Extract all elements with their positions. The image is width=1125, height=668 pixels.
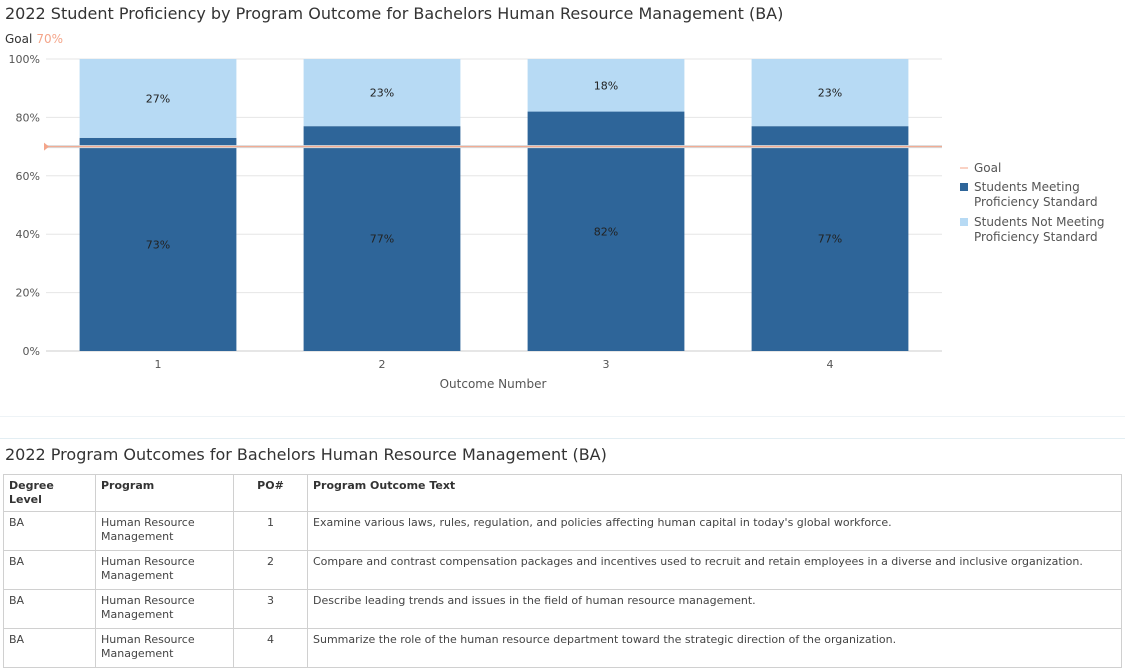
- table-row: BA Human Resource Management 4 Summarize…: [3, 628, 1122, 668]
- cell-outcome-text: Compare and contrast compensation packag…: [307, 550, 1122, 590]
- cell-outcome-text: Describe leading trends and issues in th…: [307, 589, 1122, 629]
- header-po-number: PO#: [233, 474, 308, 512]
- bar-meeting: [751, 126, 909, 351]
- y-tick-label: 60%: [16, 170, 40, 183]
- cell-program: Human Resource Management: [95, 628, 234, 668]
- bar-not-meeting: [527, 59, 685, 112]
- goal-caption-label: Goal: [5, 32, 33, 46]
- table-row: BA Human Resource Management 1 Examine v…: [3, 511, 1122, 551]
- header-program: Program: [95, 474, 234, 512]
- bar-meeting: [79, 137, 237, 351]
- legend-not-meeting-swatch: [960, 218, 968, 226]
- cell-po-number: 4: [233, 628, 308, 668]
- section-divider: [0, 416, 1125, 417]
- table-row: BA Human Resource Management 3 Describe …: [3, 589, 1122, 629]
- cell-program: Human Resource Management: [95, 589, 234, 629]
- x-axis-label: Outcome Number: [440, 377, 547, 391]
- cell-program: Human Resource Management: [95, 550, 234, 590]
- cell-po-number: 1: [233, 511, 308, 551]
- table-row: BA Human Resource Management 2 Compare a…: [3, 550, 1122, 590]
- y-tick-label: 0%: [23, 345, 40, 358]
- goal-caption-value: 70%: [36, 32, 63, 46]
- x-tick-label: 3: [603, 358, 610, 371]
- x-tick-label: 2: [379, 358, 386, 371]
- bar-not-meeting: [303, 59, 461, 127]
- cell-outcome-text: Summarize the role of the human resource…: [307, 628, 1122, 668]
- y-tick-label: 80%: [16, 111, 40, 124]
- cell-po-number: 2: [233, 550, 308, 590]
- goal-marker: [44, 142, 49, 151]
- header-degree-level: Degree Level: [3, 474, 96, 512]
- bar-meeting: [527, 111, 685, 351]
- cell-degree-level: BA: [3, 589, 96, 629]
- header-outcome-text: Program Outcome Text: [307, 474, 1122, 512]
- legend-goal-label: Goal: [974, 161, 1001, 175]
- legend-not-meeting-label: Students Not Meeting Proficiency Standard: [974, 215, 1105, 244]
- bar-not-meeting: [79, 59, 237, 138]
- data-label: 27%: [146, 92, 170, 105]
- section-divider: [0, 438, 1125, 439]
- cell-po-number: 3: [233, 589, 308, 629]
- legend-meeting-label: Students Meeting Proficiency Standard: [974, 180, 1098, 209]
- y-tick-label: 20%: [16, 287, 40, 300]
- data-label: 23%: [818, 87, 842, 100]
- goal-caption: Goal 70%: [5, 32, 63, 46]
- cell-degree-level: BA: [3, 550, 96, 590]
- chart-title: 2022 Student Proficiency by Program Outc…: [5, 4, 784, 23]
- cell-degree-level: BA: [3, 511, 96, 551]
- data-label: 77%: [818, 233, 842, 246]
- y-tick-label: 100%: [9, 53, 40, 66]
- data-label: 73%: [146, 238, 170, 251]
- data-label: 18%: [594, 79, 618, 92]
- program-outcomes-table: Degree Level Program PO# Program Outcome…: [3, 474, 1122, 668]
- bar-not-meeting: [751, 59, 909, 127]
- legend-meeting-swatch: [960, 183, 968, 191]
- stacked-bar-chart: 0% 20% 40% 60% 80% 100% 73% 27% 1 77% 23% 2 82% 18% 3 7…: [9, 53, 1105, 391]
- table-header-row: Degree Level Program PO# Program Outcome…: [3, 474, 1122, 512]
- table-title: 2022 Program Outcomes for Bachelors Huma…: [5, 445, 607, 464]
- cell-degree-level: BA: [3, 628, 96, 668]
- data-label: 82%: [594, 225, 618, 238]
- x-tick-label: 1: [155, 358, 162, 371]
- bar-meeting: [303, 126, 461, 351]
- data-label: 23%: [370, 87, 394, 100]
- x-tick-label: 4: [827, 358, 834, 371]
- cell-outcome-text: Examine various laws, rules, regulation,…: [307, 511, 1122, 551]
- y-tick-label: 40%: [16, 228, 40, 241]
- cell-program: Human Resource Management: [95, 511, 234, 551]
- data-label: 77%: [370, 233, 394, 246]
